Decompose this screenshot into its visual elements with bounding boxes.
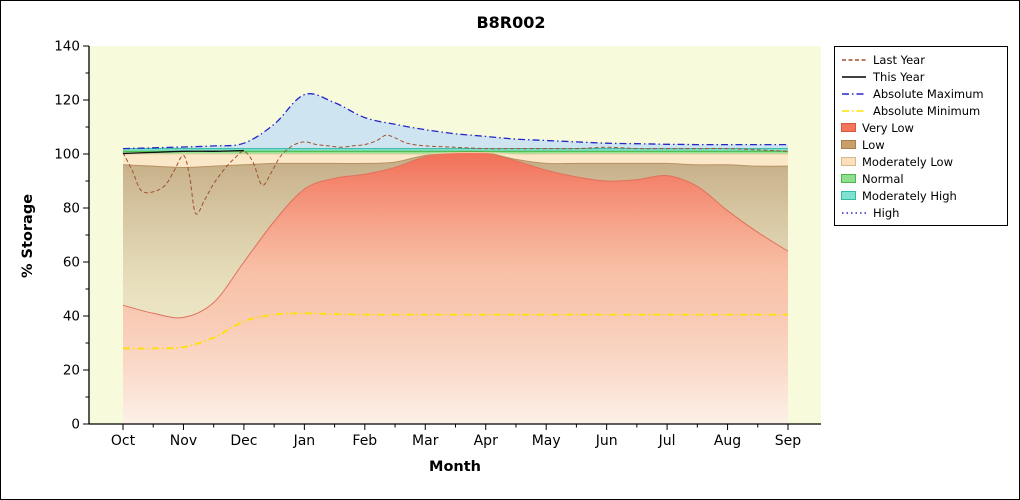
legend-item-moderately-high: Moderately High: [841, 187, 1001, 204]
x-tick-label: Jul: [658, 433, 676, 449]
legend-item-high: High: [841, 204, 1001, 221]
legend-item-absolute-minimum: Absolute Minimum: [841, 102, 1001, 119]
legend-label: Low: [862, 137, 885, 152]
legend-label: Very Low: [862, 120, 914, 135]
y-tick-label: 0: [71, 417, 80, 433]
band-normal: [123, 151, 788, 155]
legend-item-low: Low: [841, 136, 1001, 153]
legend-item-moderately-low: Moderately Low: [841, 153, 1001, 170]
legend-label: Last Year: [873, 52, 925, 67]
legend-swatch-moderately-low: [841, 157, 856, 166]
legend-swatch-normal: [841, 174, 856, 183]
legend-swatch-this-year: [842, 75, 866, 78]
x-axis-label: Month: [429, 459, 481, 475]
legend-item-very-low: Very Low: [841, 119, 1001, 136]
band-moderately-low: [123, 152, 788, 168]
x-tick-label: May: [532, 433, 561, 449]
legend-swatch-last-year: [842, 58, 866, 61]
line-absolute-minimum: [122, 312, 788, 350]
legend-item-last-year: Last Year: [841, 51, 1001, 68]
legend-item-this-year: This Year: [841, 68, 1001, 85]
legend-item-absolute-maximum: Absolute Maximum: [841, 85, 1001, 102]
y-tick-label: 80: [63, 201, 80, 217]
band-edge-moderately-low: [123, 151, 788, 155]
legend-label: Moderately Low: [862, 154, 953, 169]
legend-label: Normal: [862, 171, 904, 186]
y-tick-label: 20: [63, 363, 80, 379]
legend-swatch-absolute-minimum: [842, 109, 866, 112]
band-low: [123, 151, 788, 318]
x-tick-label: Nov: [170, 433, 197, 449]
band-very-low: [123, 151, 788, 425]
y-tick-label: 100: [54, 147, 80, 163]
y-tick-label: 60: [63, 255, 80, 271]
line-this-year: [122, 149, 244, 155]
x-tick-label: Aug: [714, 433, 741, 449]
legend-swatch-low: [841, 140, 856, 149]
line-last-year: [122, 134, 789, 215]
x-tick-label: Jan: [293, 433, 316, 449]
legend-label: High: [873, 205, 900, 220]
x-tick-label: Dec: [230, 433, 257, 449]
x-tick-label: Feb: [352, 433, 377, 449]
x-tick-label: Mar: [412, 433, 439, 449]
legend-label: This Year: [873, 69, 925, 84]
legend-label: Absolute Minimum: [873, 103, 981, 118]
legend-item-normal: Normal: [841, 170, 1001, 187]
legend: Last Year This Year Absolute Maximum Absolu…: [834, 46, 1008, 226]
chart-title: B8R002: [476, 13, 546, 32]
legend-label: Moderately High: [862, 188, 957, 203]
legend-swatch-high: [842, 211, 866, 214]
legend-swatch-absolute-maximum: [842, 92, 866, 95]
y-tick-label: 120: [54, 93, 80, 109]
legend-label: Absolute Maximum: [873, 86, 984, 101]
x-tick-label: Oct: [111, 433, 136, 449]
x-tick-label: Apr: [474, 433, 498, 449]
legend-swatch-moderately-high: [841, 191, 856, 200]
line-absolute-maximum: [122, 93, 788, 150]
y-tick-label: 40: [63, 309, 80, 325]
x-tick-label: Jun: [595, 433, 618, 449]
y-tick-label: 140: [54, 39, 80, 55]
band-high: [123, 93, 788, 149]
x-tick-label: Sep: [775, 433, 802, 449]
band-moderately-high: [123, 148, 788, 152]
legend-swatch-very-low: [841, 123, 856, 132]
